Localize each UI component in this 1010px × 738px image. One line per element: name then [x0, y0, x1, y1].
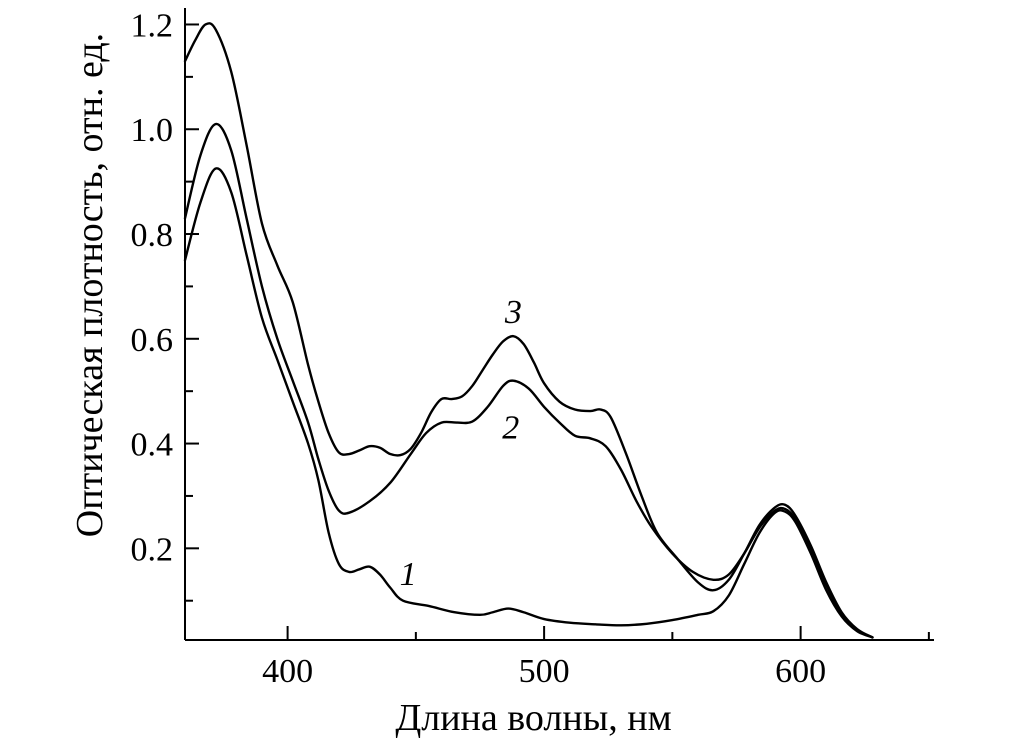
series-label-1: 1: [400, 556, 417, 593]
y-tick-label: 1.0: [131, 112, 174, 149]
series-group: [183, 22, 874, 639]
series-line-1: [183, 167, 874, 639]
x-tick-label: 400: [262, 653, 313, 690]
y-axis-label: Оптическая плотность, отн. ед.: [69, 33, 111, 537]
axes: [184, 8, 934, 641]
series-label-3: 3: [504, 294, 522, 331]
tick-labels: 400 500 600 0.2 0.4 0.6 0.8 1.0 1.2: [131, 7, 827, 690]
y-tick-label: 1.2: [131, 7, 174, 44]
series-labels: 1 2 3: [400, 294, 522, 593]
series-line-2: [183, 122, 874, 639]
y-tick-label: 0.8: [131, 217, 174, 254]
series-label-2: 2: [502, 409, 519, 446]
ticks: [185, 23, 930, 640]
x-tick-label: 500: [519, 653, 570, 690]
x-tick-label: 600: [775, 653, 826, 690]
series-line-3: [183, 22, 874, 639]
y-tick-label: 0.6: [131, 322, 174, 359]
y-tick-label: 0.2: [131, 531, 174, 568]
y-tick-label: 0.4: [131, 427, 174, 464]
x-axis-label: Длина волны, нм: [395, 697, 671, 738]
